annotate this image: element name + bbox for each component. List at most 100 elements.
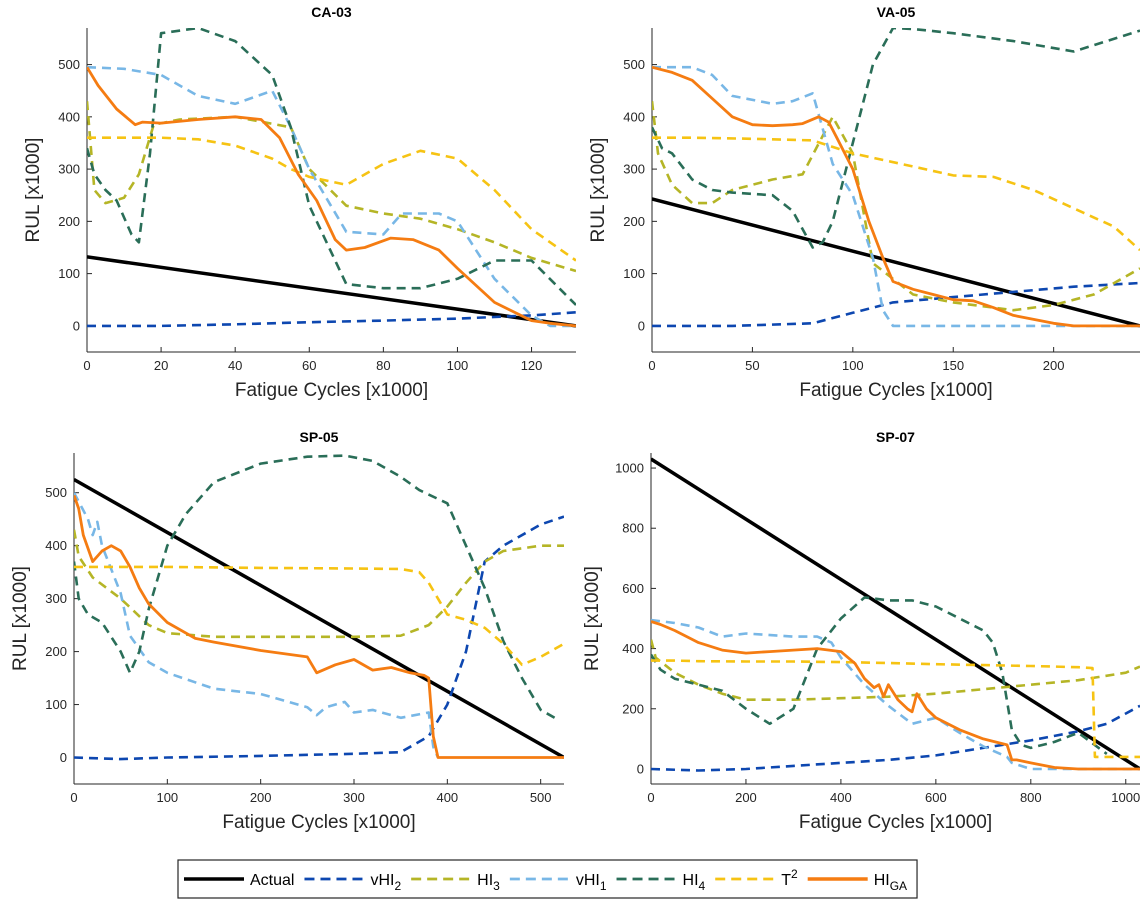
x-tick-label: 20 (154, 358, 168, 373)
chart-panel-4: 0 200 400 600 800 1000 0 200 400 600 800 1000 SP-07 F… (582, 429, 1140, 833)
y-tick-label: 800 (622, 521, 644, 536)
y-tick-label: 100 (623, 266, 645, 281)
x-tick-label: 800 (1020, 790, 1042, 805)
legend-item-T2: T2 (715, 867, 798, 889)
y-tick-label: 1000 (615, 461, 644, 476)
x-axis-label: Fatigue Cycles [x1000] (222, 812, 415, 833)
series-line-vHI2 (74, 515, 564, 761)
series-line-HIGA (74, 494, 564, 759)
y-tick-label: 0 (60, 750, 67, 765)
y-tick-label: 0 (73, 318, 80, 333)
x-tick-label: 0 (647, 790, 654, 805)
y-tick-label: 300 (58, 162, 80, 177)
x-tick-label: 600 (925, 790, 947, 805)
x-tick-label: 0 (70, 790, 77, 805)
series-line-HI3 (74, 529, 564, 639)
x-tick-label: 1000 (1111, 790, 1140, 805)
y-axis-label: RUL [x1000] (23, 138, 44, 243)
chart-title: CA-03 (311, 4, 352, 20)
y-tick-label: 100 (45, 697, 67, 712)
x-tick-label: 200 (250, 790, 272, 805)
x-tick-label: 0 (83, 358, 90, 373)
series-line-HI4 (652, 28, 1140, 249)
x-tick-label: 80 (376, 358, 390, 373)
legend-label: HI4 (683, 872, 706, 893)
x-tick-label: 300 (343, 790, 365, 805)
legend-label: HI3 (477, 872, 500, 893)
y-tick-label: 300 (623, 162, 645, 177)
series-line-T2 (74, 565, 564, 667)
series-group (652, 28, 1140, 328)
legend-item-Actual: Actual (184, 872, 294, 889)
series-line-HIGA (651, 620, 1140, 771)
series-line-T2 (87, 136, 576, 262)
x-tick-label: 100 (447, 358, 469, 373)
series-line-HI4 (87, 28, 576, 306)
x-tick-label: 200 (735, 790, 757, 805)
series-line-vHI1 (652, 65, 1140, 328)
chart-panel-3: 0 100 200 300 400 500 0 100 200 300 400 500 SP-05 Fat… (10, 429, 564, 833)
x-axis-label: Fatigue Cycles [x1000] (799, 812, 992, 833)
series-line-Actual (74, 477, 564, 760)
y-tick-label: 500 (623, 57, 645, 72)
y-tick-label: 400 (623, 109, 645, 124)
legend-label: vHI2 (370, 872, 401, 893)
y-tick-label: 400 (58, 109, 80, 124)
chart-panel-2: 0 100 200 300 400 500 0 50 100 150 200 VA-05 Fatigue… (588, 4, 1140, 401)
legend: Actual vHI2 HI3 vHI1 HI4 T2 HIGA (177, 859, 918, 899)
legend-item-HI4: HI4 (616, 872, 706, 893)
x-axis-label: Fatigue Cycles [x1000] (799, 380, 992, 401)
series-line-Actual (652, 197, 1140, 328)
series-line-Actual (87, 255, 576, 328)
x-tick-label: 500 (530, 790, 552, 805)
series-group (74, 454, 564, 761)
legend-item-HIGA: HIGA (807, 872, 907, 893)
x-axis-label: Fatigue Cycles [x1000] (235, 380, 428, 401)
legend-item-vHI2: vHI2 (304, 872, 401, 893)
legend-item-HI3: HI3 (411, 872, 500, 893)
x-tick-label: 100 (842, 358, 864, 373)
series-group (651, 457, 1140, 772)
x-tick-label: 120 (521, 358, 543, 373)
chart-title: VA-05 (877, 4, 916, 20)
y-tick-label: 100 (58, 266, 80, 281)
x-tick-label: 100 (156, 790, 178, 805)
x-tick-label: 200 (1043, 358, 1065, 373)
y-axis-label: RUL [x1000] (582, 566, 603, 671)
y-tick-label: 200 (623, 214, 645, 229)
chart-panel-1: 0 100 200 300 400 500 0 20 40 60 80 100 120 CA-03 Fati… (23, 4, 576, 401)
series-line-vHI2 (652, 281, 1140, 328)
legend-label: T2 (781, 867, 798, 889)
legend-label: HIGA (874, 872, 907, 893)
series-line-HI3 (87, 101, 576, 273)
series-line-vHI1 (87, 65, 576, 328)
x-tick-label: 0 (648, 358, 655, 373)
y-tick-label: 400 (622, 641, 644, 656)
series-line-T2 (652, 136, 1140, 252)
series-line-HIGA (87, 66, 576, 328)
y-tick-label: 200 (622, 701, 644, 716)
series-group (87, 28, 576, 328)
series-line-HI4 (74, 454, 560, 722)
y-tick-label: 200 (58, 214, 80, 229)
y-tick-label: 600 (622, 581, 644, 596)
series-line-T2 (651, 659, 1140, 759)
chart-title: SP-07 (876, 429, 915, 445)
x-tick-label: 150 (942, 358, 964, 373)
series-line-vHI2 (87, 311, 576, 328)
y-tick-label: 500 (45, 485, 67, 500)
legend-item-vHI1: vHI1 (509, 872, 607, 893)
x-tick-label: 400 (436, 790, 458, 805)
series-line-HIGA (652, 65, 1140, 328)
y-tick-label: 400 (45, 538, 67, 553)
series-line-vHI2 (651, 704, 1140, 772)
legend-label: Actual (250, 872, 294, 889)
y-tick-label: 0 (637, 761, 644, 776)
series-line-HI3 (651, 639, 1140, 702)
y-axis-label: RUL [x1000] (10, 566, 31, 671)
series-line-HI3 (652, 101, 1140, 312)
x-tick-label: 40 (228, 358, 242, 373)
series-line-vHI1 (74, 492, 440, 759)
